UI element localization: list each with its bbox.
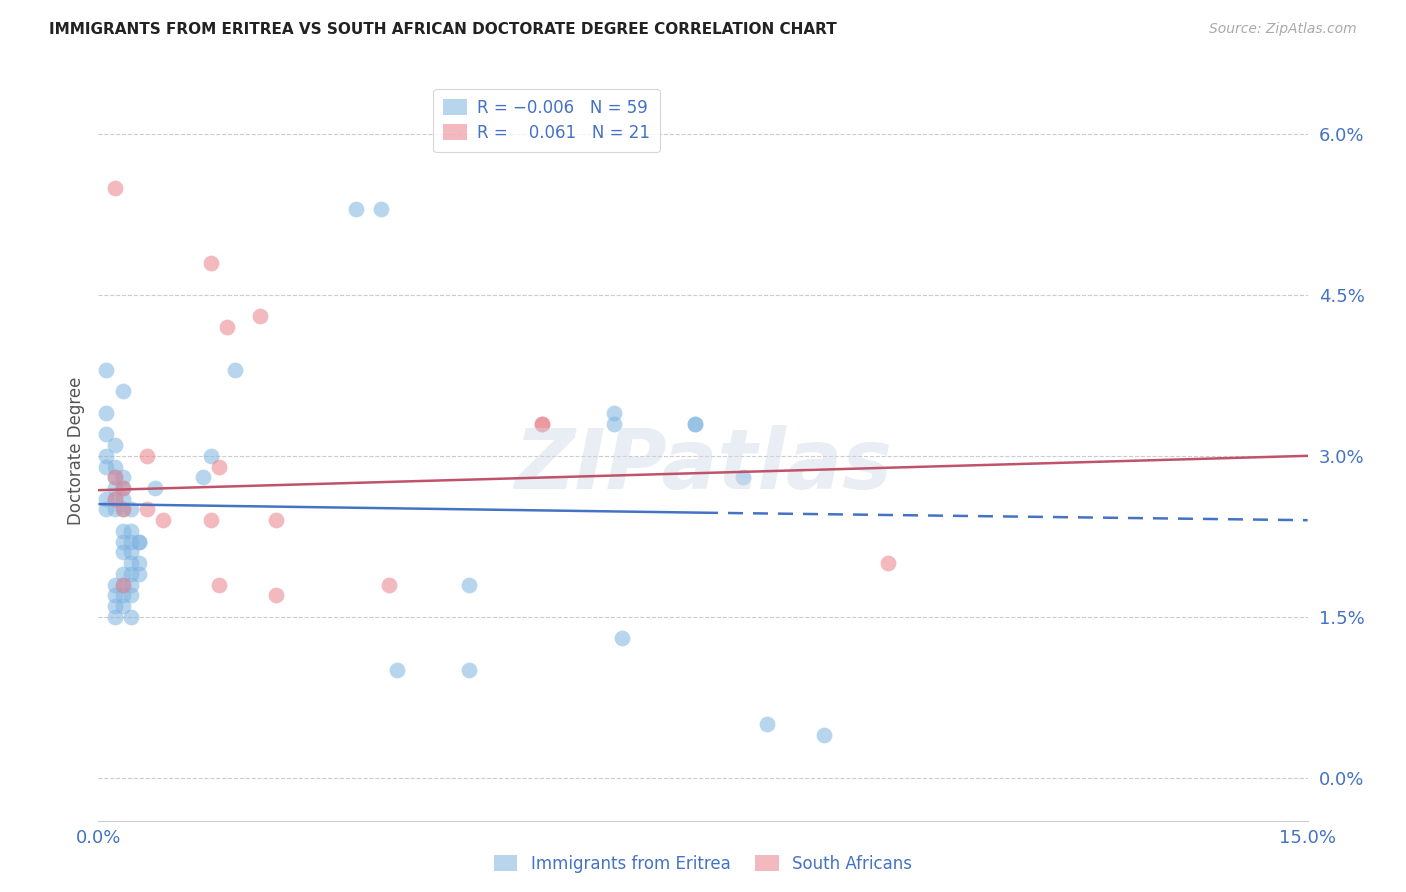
Y-axis label: Doctorate Degree: Doctorate Degree — [66, 376, 84, 524]
Point — [120, 545, 142, 559]
Point — [120, 556, 142, 570]
Point — [120, 566, 142, 581]
Point — [103, 491, 125, 506]
Point — [96, 491, 118, 506]
Point — [111, 491, 134, 506]
Point — [96, 459, 118, 474]
Point — [377, 577, 399, 591]
Point — [530, 417, 553, 431]
Point — [111, 481, 134, 495]
Point — [603, 417, 626, 431]
Point — [135, 502, 157, 516]
Point — [120, 609, 142, 624]
Legend: Immigrants from Eritrea, South Africans: Immigrants from Eritrea, South Africans — [488, 848, 918, 880]
Point — [103, 180, 125, 194]
Point — [370, 202, 392, 216]
Point — [111, 502, 134, 516]
Point — [103, 577, 125, 591]
Point — [103, 491, 125, 506]
Point — [111, 384, 134, 399]
Point — [111, 577, 134, 591]
Point — [111, 577, 134, 591]
Point — [103, 438, 125, 452]
Point — [152, 513, 174, 527]
Point — [877, 556, 900, 570]
Point — [135, 449, 157, 463]
Point — [96, 449, 118, 463]
Point — [96, 427, 118, 442]
Point — [224, 363, 246, 377]
Point — [603, 406, 626, 420]
Point — [103, 459, 125, 474]
Point — [103, 609, 125, 624]
Point — [344, 202, 367, 216]
Legend: R = −0.006   N = 59, R =    0.061   N = 21: R = −0.006 N = 59, R = 0.061 N = 21 — [433, 88, 659, 153]
Point — [96, 363, 118, 377]
Point — [111, 524, 134, 538]
Point — [111, 481, 134, 495]
Point — [193, 470, 215, 484]
Point — [128, 534, 150, 549]
Point — [120, 524, 142, 538]
Point — [756, 717, 779, 731]
Point — [103, 470, 125, 484]
Point — [120, 502, 142, 516]
Point — [217, 320, 239, 334]
Point — [200, 513, 222, 527]
Point — [128, 566, 150, 581]
Point — [128, 534, 150, 549]
Point — [120, 577, 142, 591]
Point — [683, 417, 706, 431]
Point — [264, 588, 287, 602]
Point — [120, 534, 142, 549]
Point — [683, 417, 706, 431]
Point — [813, 728, 835, 742]
Point — [111, 599, 134, 613]
Point — [96, 502, 118, 516]
Point — [200, 255, 222, 269]
Point — [103, 502, 125, 516]
Point — [249, 310, 271, 324]
Text: ZIPatlas: ZIPatlas — [515, 425, 891, 506]
Point — [385, 664, 408, 678]
Point — [143, 481, 166, 495]
Point — [458, 577, 481, 591]
Point — [111, 566, 134, 581]
Point — [612, 632, 634, 646]
Point — [733, 470, 755, 484]
Point — [458, 664, 481, 678]
Point — [208, 459, 231, 474]
Point — [264, 513, 287, 527]
Point — [103, 481, 125, 495]
Point — [120, 588, 142, 602]
Point — [103, 588, 125, 602]
Text: Source: ZipAtlas.com: Source: ZipAtlas.com — [1209, 22, 1357, 37]
Point — [111, 470, 134, 484]
Point — [111, 545, 134, 559]
Point — [111, 534, 134, 549]
Point — [103, 599, 125, 613]
Point — [208, 577, 231, 591]
Point — [111, 588, 134, 602]
Point — [96, 406, 118, 420]
Text: IMMIGRANTS FROM ERITREA VS SOUTH AFRICAN DOCTORATE DEGREE CORRELATION CHART: IMMIGRANTS FROM ERITREA VS SOUTH AFRICAN… — [49, 22, 837, 37]
Point — [200, 449, 222, 463]
Point — [530, 417, 553, 431]
Point — [103, 470, 125, 484]
Point — [128, 556, 150, 570]
Point — [111, 502, 134, 516]
